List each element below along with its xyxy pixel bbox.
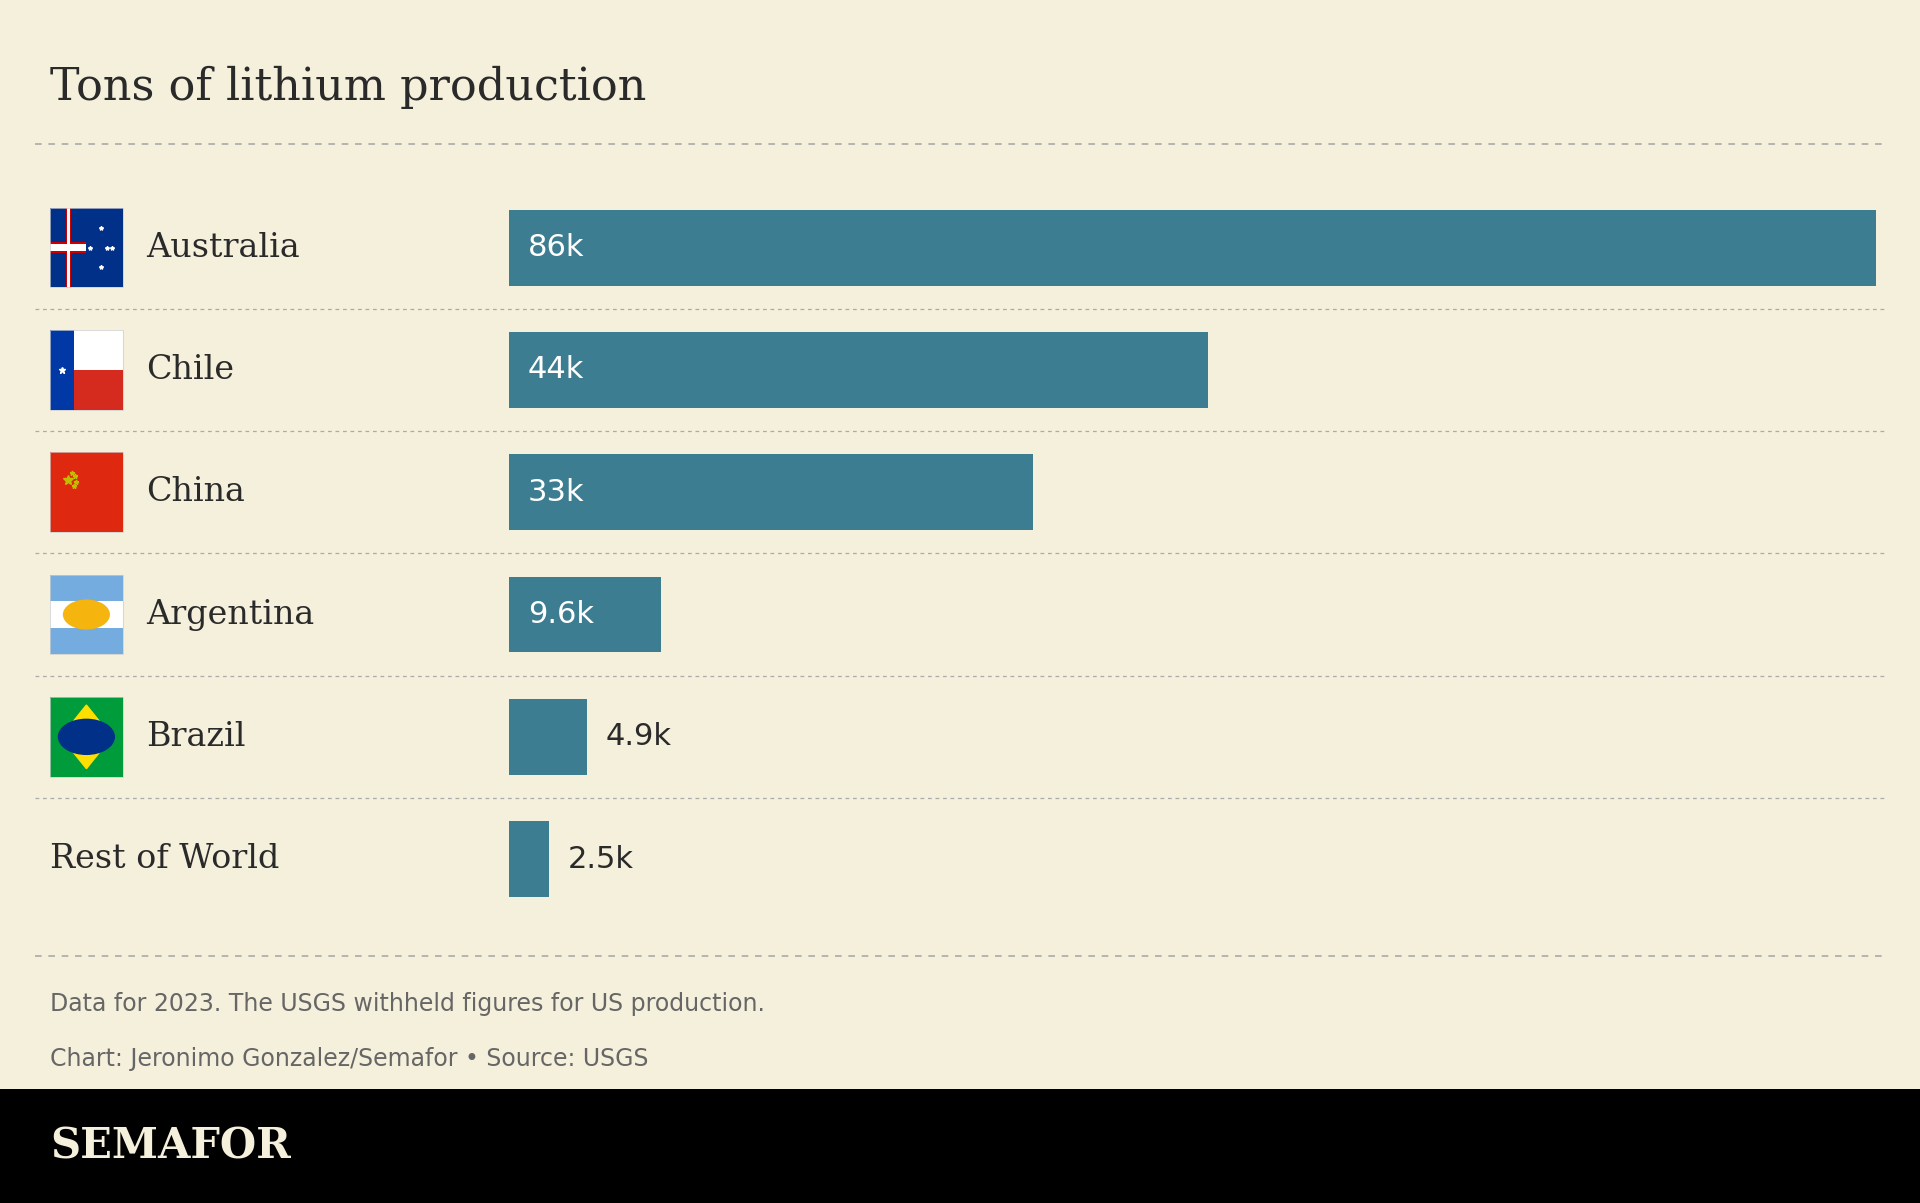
Bar xyxy=(50,697,123,777)
Text: SEMAFOR: SEMAFOR xyxy=(50,1126,290,1167)
Text: Rest of World: Rest of World xyxy=(50,843,278,875)
Text: 33k: 33k xyxy=(528,478,584,506)
Text: Chart: Jeronimo Gonzalez/Semafor • Source: USGS: Chart: Jeronimo Gonzalez/Semafor • Sourc… xyxy=(50,1047,649,1071)
Bar xyxy=(509,699,588,775)
Text: China: China xyxy=(146,476,244,508)
Text: Chile: Chile xyxy=(146,354,234,386)
Bar xyxy=(509,209,1876,285)
Bar xyxy=(50,628,123,654)
Bar xyxy=(65,208,71,288)
Bar xyxy=(50,208,123,288)
Bar xyxy=(50,330,123,410)
Circle shape xyxy=(58,719,115,754)
Bar xyxy=(50,575,123,654)
Text: 2.5k: 2.5k xyxy=(568,845,634,873)
Text: Australia: Australia xyxy=(146,232,300,263)
Text: Argentina: Argentina xyxy=(146,599,315,630)
Bar xyxy=(50,575,123,654)
Bar xyxy=(509,822,549,897)
Text: Tons of lithium production: Tons of lithium production xyxy=(50,66,647,109)
Bar xyxy=(50,371,123,410)
Bar xyxy=(50,244,86,250)
Bar xyxy=(50,452,123,532)
Bar xyxy=(50,330,75,410)
Bar xyxy=(0,1089,1920,1203)
Polygon shape xyxy=(61,705,111,769)
Text: Data for 2023. The USGS withheld figures for US production.: Data for 2023. The USGS withheld figures… xyxy=(50,992,764,1017)
Bar xyxy=(509,455,1033,531)
Bar xyxy=(509,332,1208,408)
Bar xyxy=(50,452,123,532)
Bar xyxy=(50,208,123,288)
Text: Brazil: Brazil xyxy=(146,721,246,753)
Text: 86k: 86k xyxy=(528,233,584,262)
Bar xyxy=(50,575,123,602)
Bar xyxy=(509,576,660,652)
Bar xyxy=(50,242,86,253)
Bar xyxy=(50,697,123,777)
Bar xyxy=(67,208,69,288)
Bar xyxy=(50,330,123,371)
Text: 4.9k: 4.9k xyxy=(607,722,672,752)
Circle shape xyxy=(63,600,109,629)
Text: 9.6k: 9.6k xyxy=(528,600,593,629)
Text: 44k: 44k xyxy=(528,355,584,385)
